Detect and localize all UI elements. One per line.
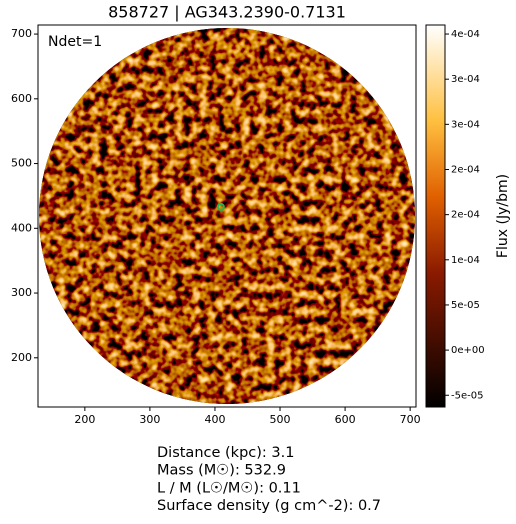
colorbar-tick-label: 3e-04 bbox=[451, 74, 480, 85]
colorbar-label: Flux (Jy/bm) bbox=[495, 174, 511, 258]
source-marker bbox=[216, 202, 225, 211]
x-tick-label: 500 bbox=[270, 413, 291, 426]
info-line: L / M (L☉/M☉): 0.11 bbox=[157, 480, 301, 496]
chart-title: 858727 | AG343.2390-0.7131 bbox=[108, 3, 346, 22]
y-tick-label: 400 bbox=[11, 221, 32, 234]
y-tick-label: 500 bbox=[11, 157, 32, 170]
image bbox=[39, 28, 415, 404]
colorbar-tick-label: 4e-04 bbox=[451, 29, 480, 40]
colorbar-tick-label: -5e-05 bbox=[451, 390, 483, 401]
colorbar-tick-label: 1e-04 bbox=[451, 255, 480, 266]
colorbar bbox=[425, 24, 446, 408]
colorbar-tick-label: 2e-04 bbox=[451, 210, 480, 221]
x-tick-label: 700 bbox=[400, 413, 421, 426]
y-tick-label: 700 bbox=[11, 27, 32, 40]
x-tick-label: 300 bbox=[139, 413, 160, 426]
colorbar-tick-label: 3e-04 bbox=[451, 119, 480, 130]
y-tick-label: 200 bbox=[11, 351, 32, 364]
y-tick-label: 600 bbox=[11, 92, 32, 105]
colorbar-tick-label: 0e+00 bbox=[451, 345, 485, 356]
x-tick-label: 600 bbox=[335, 413, 356, 426]
y-tick-label: 300 bbox=[11, 286, 32, 299]
x-tick-label: 200 bbox=[74, 413, 95, 426]
plot-frame bbox=[37, 24, 417, 408]
colorbar-tick-label: 2e-04 bbox=[451, 164, 480, 175]
annotation: Ndet=1 bbox=[48, 34, 102, 50]
info-line: Mass (M☉): 532.9 bbox=[157, 463, 286, 479]
x-tick-label: 400 bbox=[204, 413, 225, 426]
info-line: Surface density (g cm^-2): 0.7 bbox=[157, 498, 381, 514]
info-line: Distance (kpc): 3.1 bbox=[157, 445, 294, 461]
colorbar-tick-label: 5e-05 bbox=[451, 300, 480, 311]
